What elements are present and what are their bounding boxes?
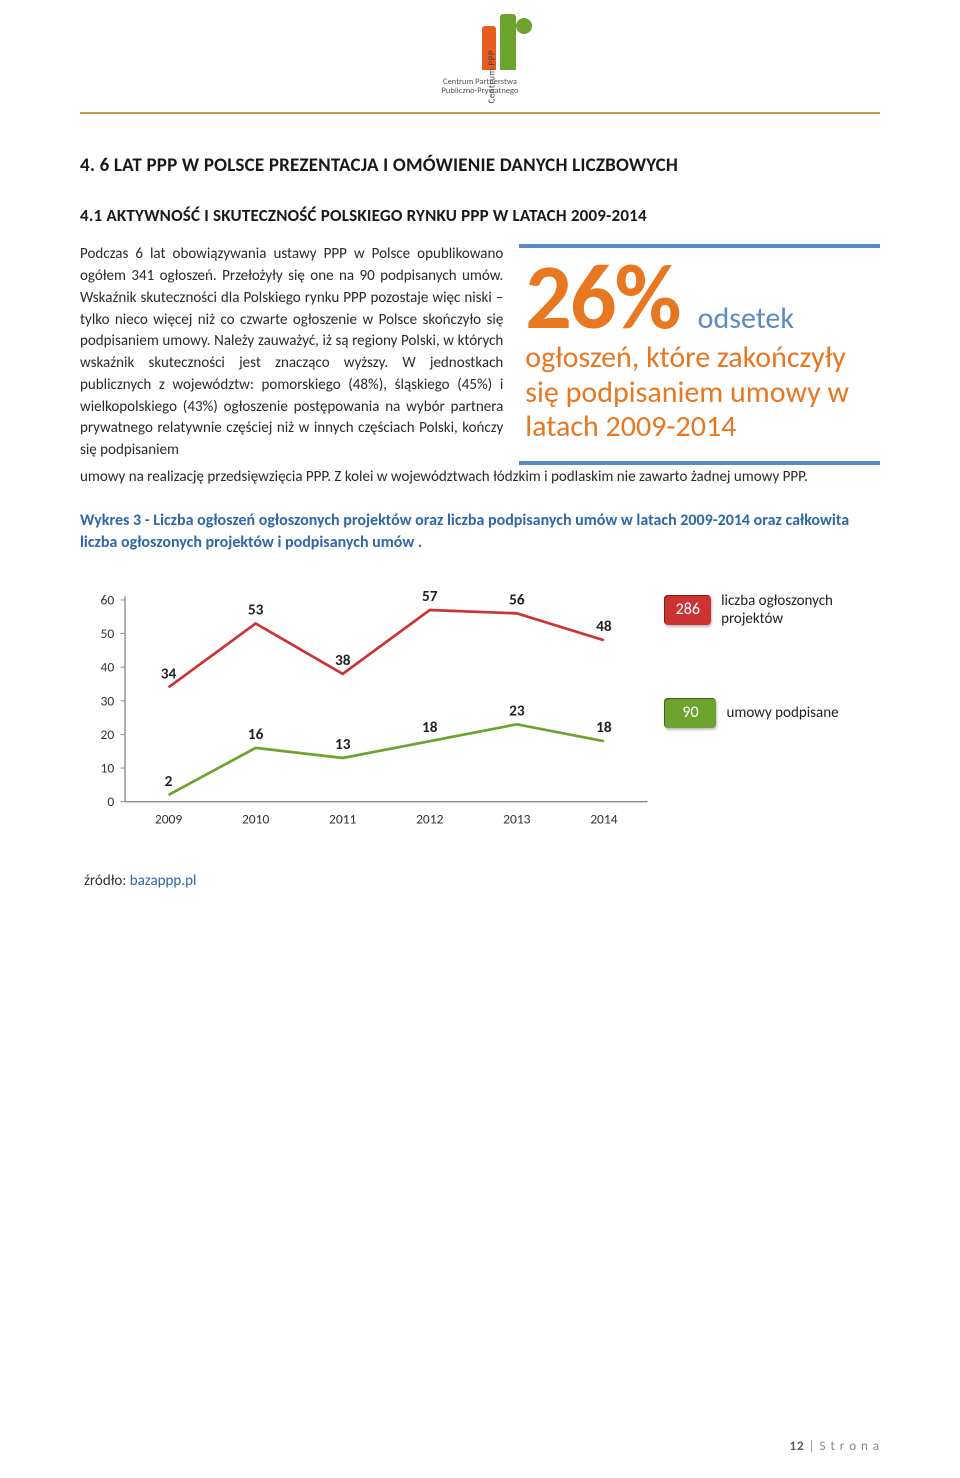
svg-text:13: 13 <box>335 735 351 754</box>
legend-label: umowy podpisane <box>726 704 838 722</box>
svg-text:2012: 2012 <box>416 810 444 827</box>
svg-text:57: 57 <box>422 587 438 606</box>
legend-badge: 286 <box>664 595 711 625</box>
chart-area: 0 10 20 30 40 50 60 2009 2010 2011 2012 2013 2014 34 5… <box>80 568 880 848</box>
source-line: źródło: bazappp.pl <box>84 872 880 890</box>
svg-text:60: 60 <box>101 591 115 608</box>
svg-text:2013: 2013 <box>503 810 531 827</box>
svg-text:38: 38 <box>335 650 351 669</box>
legend-item: 90 umowy podpisane <box>664 698 880 728</box>
page-footer: 12 | S t r o n a <box>789 1439 880 1454</box>
svg-text:2014: 2014 <box>590 810 618 827</box>
legend-label: liczba ogłoszonych projektów <box>721 592 880 628</box>
svg-text:16: 16 <box>248 724 264 743</box>
logo-caption: Centrum Partnerstwa Publiczno-Prywatnego <box>442 78 519 97</box>
chart-legend: 286 liczba ogłoszonych projektów 90 umowy p… <box>656 568 880 848</box>
legend-badge: 90 <box>664 698 716 728</box>
stat-callout: 26% odsetek ogłoszeń, które zakończyły s… <box>519 244 880 464</box>
subsection-heading: 4.1 AKTYWNOŚĆ I SKUTECZNOŚĆ POLSKIEGO RY… <box>80 205 880 226</box>
callout-body-text: ogłoszeń, które zakończyły się podpisani… <box>525 341 880 445</box>
svg-text:0: 0 <box>107 793 114 810</box>
source-link[interactable]: bazappp.pl <box>130 872 197 890</box>
callout-odsetek-label: odsetek <box>698 300 794 337</box>
svg-text:18: 18 <box>422 718 438 737</box>
svg-text:56: 56 <box>509 590 525 609</box>
page-header: Centrum PPP Centrum Partnerstwa Publiczn… <box>0 0 960 108</box>
body-paragraph-left: Podczas 6 lat obowiązywania ustawy PPP w… <box>80 244 503 462</box>
svg-text:10: 10 <box>101 759 115 776</box>
body-paragraph-after: umowy na realizację przedsięwzięcia PPP.… <box>80 467 880 489</box>
svg-text:40: 40 <box>101 658 115 675</box>
svg-text:30: 30 <box>101 692 115 709</box>
svg-text:2: 2 <box>165 772 173 791</box>
svg-text:50: 50 <box>101 625 115 642</box>
logo-vertical-text: Centrum PPP <box>487 50 498 103</box>
svg-text:48: 48 <box>596 617 612 636</box>
line-chart: 0 10 20 30 40 50 60 2009 2010 2011 2012 2013 2014 34 5… <box>80 568 656 848</box>
svg-text:18: 18 <box>596 718 612 737</box>
svg-text:53: 53 <box>248 600 264 619</box>
legend-item: 286 liczba ogłoszonych projektów <box>664 592 880 628</box>
svg-text:2011: 2011 <box>329 810 357 827</box>
svg-text:23: 23 <box>509 701 525 720</box>
chart-title: Wykres 3 - Liczba ogłoszeń ogłoszonych p… <box>80 510 880 553</box>
logo: Centrum PPP Centrum Partnerstwa Publiczn… <box>442 14 519 97</box>
svg-text:2009: 2009 <box>155 810 183 827</box>
callout-percentage: 26% <box>525 256 679 339</box>
svg-text:34: 34 <box>161 664 177 683</box>
svg-text:2010: 2010 <box>242 810 270 827</box>
svg-text:20: 20 <box>101 726 115 743</box>
logo-bar-green <box>500 14 516 70</box>
section-heading: 4. 6 LAT PPP W POLSCE PREZENTACJA I OMÓW… <box>80 154 880 177</box>
